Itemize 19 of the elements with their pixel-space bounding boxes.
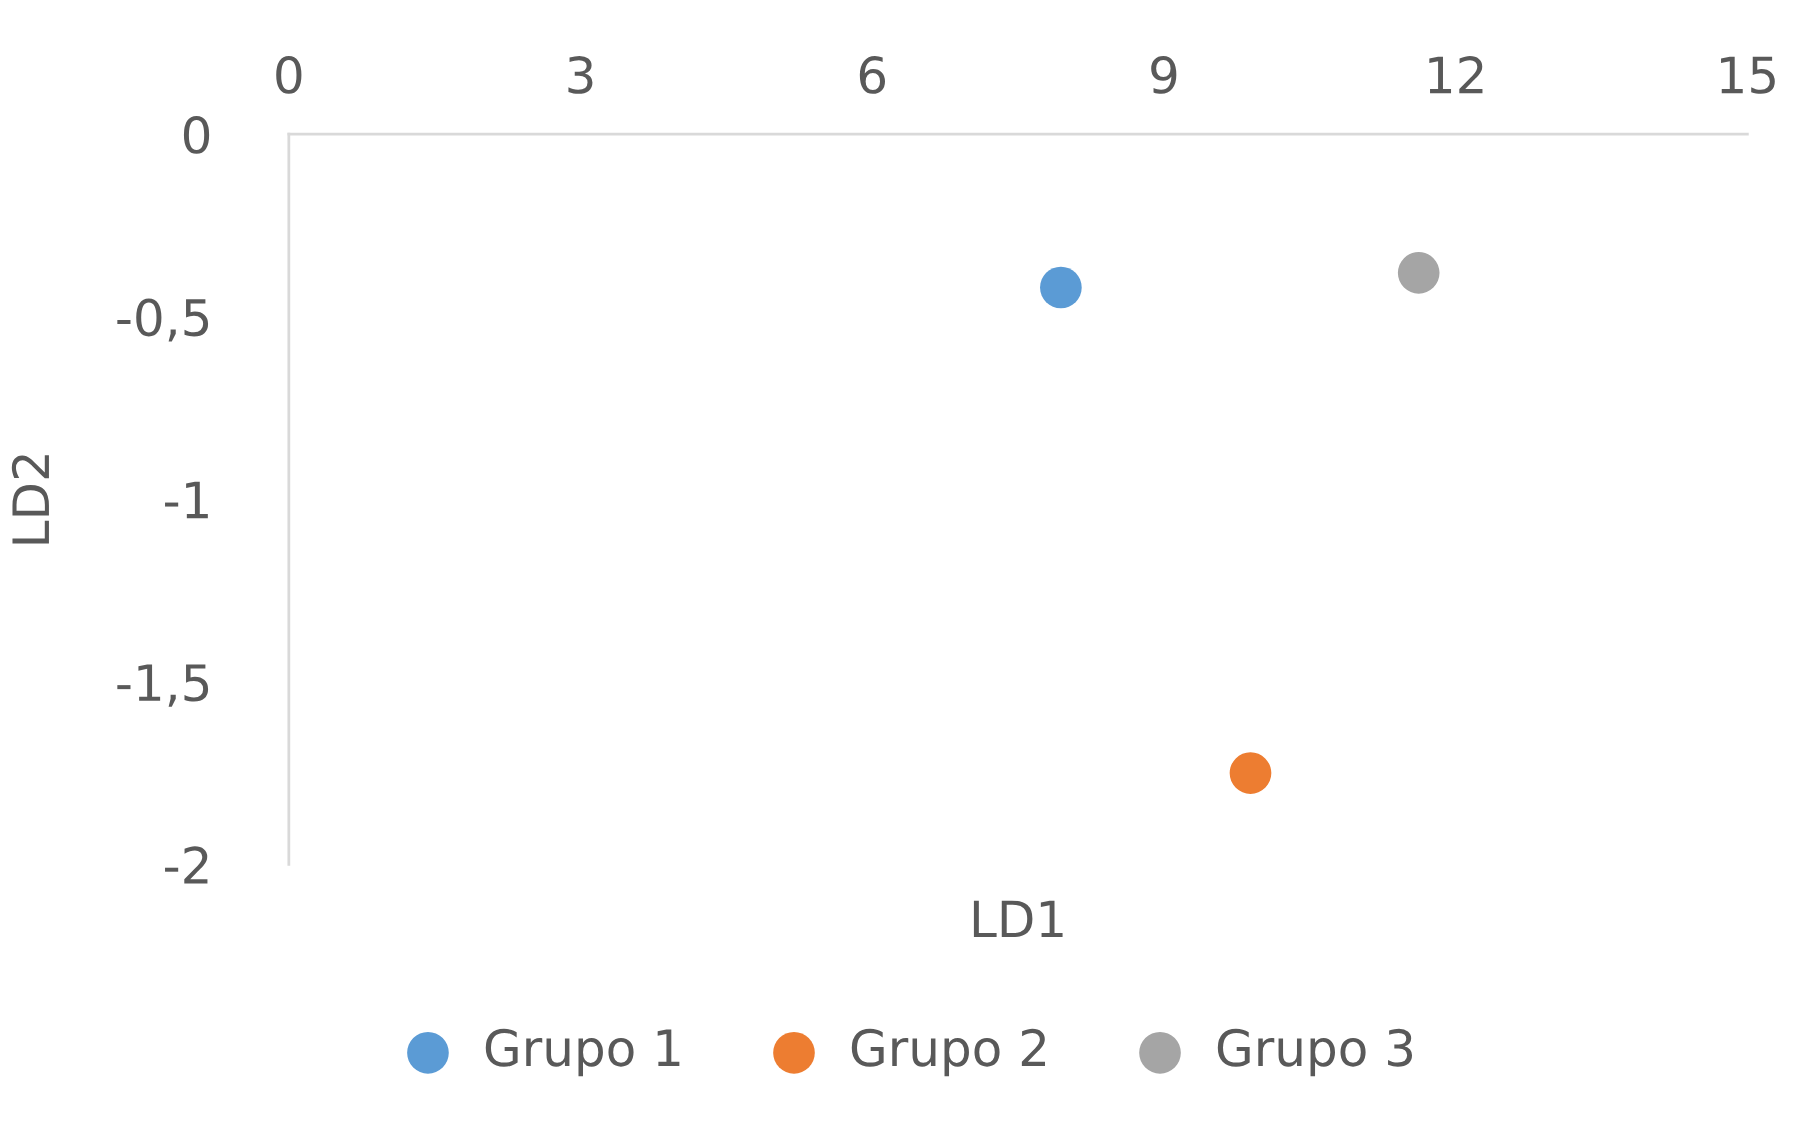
- y-tick-label: -1,5: [117, 664, 209, 707]
- legend-label: Grupo 2: [851, 1028, 1046, 1077]
- y-tick-label: -0,5: [117, 298, 209, 342]
- x-tick-label: 3: [568, 56, 593, 94]
- legend-label: Grupo 1: [485, 1028, 680, 1077]
- y-tick-label: -1: [165, 481, 208, 519]
- x-tick-label: 15: [1721, 56, 1775, 94]
- point: [1229, 752, 1272, 794]
- y-tick-label: -2: [165, 846, 208, 884]
- point: [1040, 266, 1082, 309]
- x-tick-label: 6: [859, 56, 885, 94]
- x-axis-title: LD1: [973, 900, 1063, 938]
- y-axis-title: LD2: [11, 455, 49, 544]
- x-tick-label: 12: [1429, 56, 1483, 94]
- y-tick-label: 0: [183, 116, 210, 154]
- x-tick-label: 0: [276, 56, 302, 94]
- x-tick-label: 9: [1151, 56, 1177, 94]
- point: [1397, 252, 1440, 294]
- legend-label: Grupo 3: [1217, 1028, 1413, 1077]
